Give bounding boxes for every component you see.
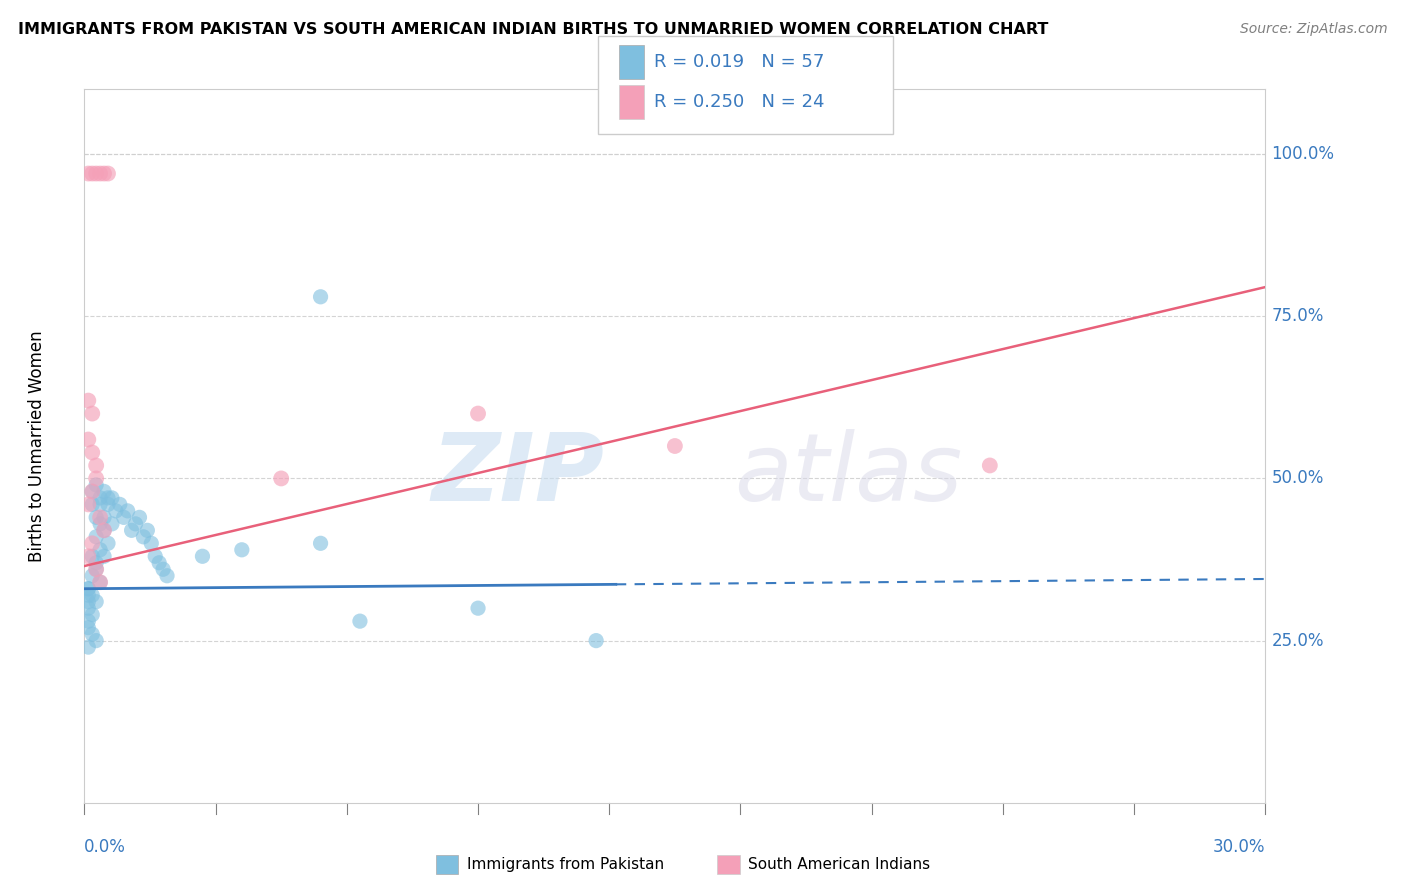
Point [82,536,104,550]
Point [112,510,135,524]
Point [84,471,107,485]
Point [128,510,150,524]
Text: IMMIGRANTS FROM PAKISTAN VS SOUTH AMERICAN INDIAN BIRTHS TO UNMARRIED WOMEN CORR: IMMIGRANTS FROM PAKISTAN VS SOUTH AMERIC… [18,22,1049,37]
Point [664,439,686,453]
Text: R = 0.019   N = 57: R = 0.019 N = 57 [654,54,824,71]
Text: ZIP: ZIP [432,428,605,521]
Point [82,497,104,511]
Point [467,601,489,615]
Point [132,530,155,544]
Point [97,491,120,505]
Text: 75.0%: 75.0% [1271,307,1323,326]
Point [77,640,100,654]
Point [191,549,214,564]
Point [89,497,111,511]
Point [77,595,100,609]
Point [77,614,100,628]
Point [93,549,115,564]
Text: 0.0%: 0.0% [84,838,127,856]
Point [349,614,371,628]
Text: Immigrants from Pakistan: Immigrants from Pakistan [467,857,664,871]
Point [93,167,115,181]
Point [77,601,100,615]
Point [84,478,107,492]
Point [77,497,100,511]
Point [84,458,107,473]
Point [89,575,111,590]
Text: R = 0.250   N = 24: R = 0.250 N = 24 [654,93,824,111]
Point [84,530,107,544]
Point [104,504,127,518]
Point [152,562,174,576]
Point [77,433,100,447]
Point [231,542,253,557]
Point [77,582,100,596]
Point [148,556,170,570]
Point [84,595,107,609]
Point [84,633,107,648]
Point [89,516,111,531]
Point [82,568,104,582]
Point [82,607,104,622]
Point [84,562,107,576]
Point [121,524,143,538]
Point [77,549,100,564]
Point [585,633,607,648]
Point [93,484,115,499]
Point [82,627,104,641]
Text: South American Indians: South American Indians [748,857,931,871]
Point [82,484,104,499]
Point [82,407,104,421]
Point [84,510,107,524]
Point [82,445,104,459]
Text: 25.0%: 25.0% [1271,632,1324,649]
Point [101,516,124,531]
Text: Source: ZipAtlas.com: Source: ZipAtlas.com [1240,22,1388,37]
Point [143,549,166,564]
Point [108,497,131,511]
Point [156,568,179,582]
Point [93,510,115,524]
Point [97,497,120,511]
Point [467,407,489,421]
Point [309,290,332,304]
Text: atlas: atlas [734,429,962,520]
Point [141,536,163,550]
Point [84,167,107,181]
Text: 50.0%: 50.0% [1271,469,1323,487]
Text: Births to Unmarried Women: Births to Unmarried Women [28,330,46,562]
Point [93,524,115,538]
Point [77,621,100,635]
Point [979,458,1001,473]
Point [82,588,104,602]
Point [82,549,104,564]
Point [270,471,292,485]
Text: 100.0%: 100.0% [1271,145,1334,163]
Point [136,524,159,538]
Point [97,167,120,181]
Point [77,167,100,181]
Point [77,393,100,408]
Point [93,524,115,538]
Point [84,556,107,570]
Point [89,510,111,524]
Point [89,491,111,505]
Point [309,536,332,550]
Point [77,582,100,596]
Point [84,562,107,576]
Point [82,484,104,499]
Text: 30.0%: 30.0% [1213,838,1265,856]
Point [117,504,139,518]
Point [89,575,111,590]
Point [124,516,146,531]
Point [97,536,120,550]
Point [89,542,111,557]
Point [89,167,111,181]
Point [82,167,104,181]
Point [101,491,124,505]
Point [77,588,100,602]
